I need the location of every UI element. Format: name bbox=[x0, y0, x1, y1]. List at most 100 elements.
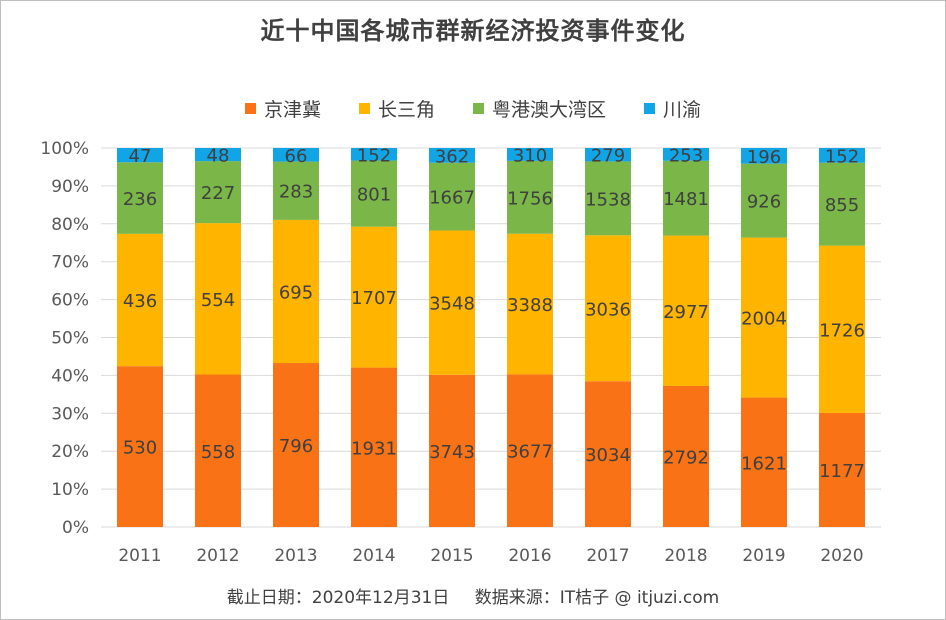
legend-swatch bbox=[644, 102, 656, 114]
data-label: 796 bbox=[279, 436, 313, 457]
footer: 截止日期：2020年12月31日 数据来源：IT桔子 @ itjuzi.com bbox=[1, 583, 945, 608]
data-label: 1621 bbox=[741, 453, 787, 474]
bar-segment bbox=[585, 161, 631, 236]
y-tick-label: 40% bbox=[51, 366, 89, 386]
x-tick-label: 2011 bbox=[118, 546, 161, 566]
data-label: 310 bbox=[513, 145, 547, 166]
bar-segment bbox=[351, 226, 397, 368]
data-label: 436 bbox=[123, 291, 157, 312]
data-label: 196 bbox=[747, 147, 781, 168]
chart-title: 近十中国各城市群新经济投资事件变化 bbox=[260, 16, 686, 45]
data-label: 926 bbox=[747, 192, 781, 213]
footer-source: 数据来源：IT桔子 @ itjuzi.com bbox=[474, 588, 720, 608]
bar-segment bbox=[117, 162, 163, 234]
x-tick-label: 2015 bbox=[430, 546, 473, 566]
bar-segment bbox=[819, 245, 865, 413]
data-label: 253 bbox=[669, 145, 703, 166]
data-label: 1931 bbox=[351, 438, 397, 459]
data-label: 3036 bbox=[585, 299, 631, 320]
data-label: 47 bbox=[129, 146, 152, 167]
data-label: 48 bbox=[207, 146, 230, 167]
bar-segment bbox=[273, 161, 319, 220]
legend-item-changsanjiao: 长三角 bbox=[358, 95, 435, 122]
legend-swatch bbox=[473, 102, 484, 114]
bar-segment bbox=[117, 148, 163, 163]
bar-segment bbox=[741, 148, 787, 164]
data-label: 3034 bbox=[585, 445, 631, 466]
bar-segment bbox=[663, 385, 709, 527]
data-label: 3388 bbox=[507, 295, 553, 316]
y-tick-label: 50% bbox=[51, 329, 89, 349]
y-tick-label: 60% bbox=[51, 291, 89, 311]
data-label: 152 bbox=[357, 145, 391, 166]
bar-segment bbox=[585, 235, 631, 382]
x-tick-label: 2014 bbox=[352, 546, 395, 566]
bar-segment bbox=[585, 381, 631, 527]
bar-segment bbox=[741, 163, 787, 238]
bar-segment bbox=[195, 161, 241, 224]
y-tick-label: 20% bbox=[51, 442, 89, 462]
bar-segment bbox=[195, 148, 241, 162]
data-label: 801 bbox=[357, 185, 391, 206]
x-tick-label: 2012 bbox=[196, 546, 239, 566]
data-label: 283 bbox=[279, 182, 313, 203]
bar-segment bbox=[663, 148, 709, 161]
bar-segment bbox=[273, 219, 319, 364]
data-label: 3548 bbox=[429, 294, 475, 315]
bar-segment bbox=[585, 148, 631, 162]
bar-segment bbox=[507, 148, 553, 161]
bar-segment bbox=[429, 148, 475, 163]
bar-segment bbox=[429, 162, 475, 231]
bar-segment bbox=[819, 148, 865, 163]
data-label: 66 bbox=[285, 146, 308, 167]
bar-segment bbox=[819, 162, 865, 246]
legend-swatch bbox=[244, 102, 256, 114]
data-label: 227 bbox=[201, 183, 235, 204]
legend-label: 长三角 bbox=[377, 98, 435, 121]
bar-segment bbox=[507, 233, 553, 375]
data-label: 554 bbox=[201, 290, 235, 311]
legend-item-greater-bay-area: 粤港澳大湾区 bbox=[473, 95, 606, 122]
x-tick-label: 2017 bbox=[586, 546, 629, 566]
legend-label: 京津冀 bbox=[263, 98, 321, 121]
y-tick-label: 100% bbox=[40, 139, 89, 159]
data-label: 236 bbox=[123, 189, 157, 210]
bar-segment bbox=[507, 374, 553, 527]
bar-segment bbox=[819, 412, 865, 527]
bar-segment bbox=[273, 148, 319, 162]
x-tick-label: 2018 bbox=[664, 546, 707, 566]
legend-label: 粤港澳大湾区 bbox=[492, 98, 607, 121]
legend: 京津冀 长三角 粤港澳大湾区 川渝 bbox=[1, 95, 945, 122]
data-label: 1726 bbox=[819, 320, 865, 341]
data-label: 558 bbox=[201, 442, 235, 463]
bar-segment bbox=[351, 160, 397, 227]
data-label: 695 bbox=[279, 282, 313, 303]
x-tick-label: 2019 bbox=[742, 546, 785, 566]
data-label: 855 bbox=[825, 195, 859, 216]
y-tick-label: 90% bbox=[51, 177, 89, 197]
bar-segment bbox=[195, 223, 241, 375]
legend-item-jingjinji: 京津冀 bbox=[244, 95, 321, 122]
data-label: 2977 bbox=[663, 302, 709, 323]
bar-segment bbox=[741, 237, 787, 398]
y-tick-label: 80% bbox=[51, 215, 89, 235]
data-label: 1707 bbox=[351, 288, 397, 309]
data-label: 362 bbox=[435, 146, 469, 167]
bar-segment bbox=[351, 367, 397, 527]
bar-segment bbox=[117, 366, 163, 527]
legend-item-chuanyu: 川渝 bbox=[644, 95, 701, 122]
bar-segment bbox=[663, 235, 709, 386]
data-label: 3743 bbox=[429, 442, 475, 463]
bar-segment bbox=[741, 397, 787, 527]
bar-segment bbox=[663, 160, 709, 236]
data-label: 1756 bbox=[507, 188, 553, 209]
bar-segment bbox=[507, 160, 553, 234]
x-tick-label: 2016 bbox=[508, 546, 551, 566]
data-label: 530 bbox=[123, 438, 157, 459]
bar-segment bbox=[195, 374, 241, 527]
data-label: 1481 bbox=[663, 189, 709, 210]
x-tick-label: 2013 bbox=[274, 546, 317, 566]
stacked-bar-chart: 0% 10% 20% 30% 40% 50% 60% 70% 80% 90% 100% 530 436 2… bbox=[40, 139, 881, 566]
bar-segment bbox=[429, 374, 475, 527]
